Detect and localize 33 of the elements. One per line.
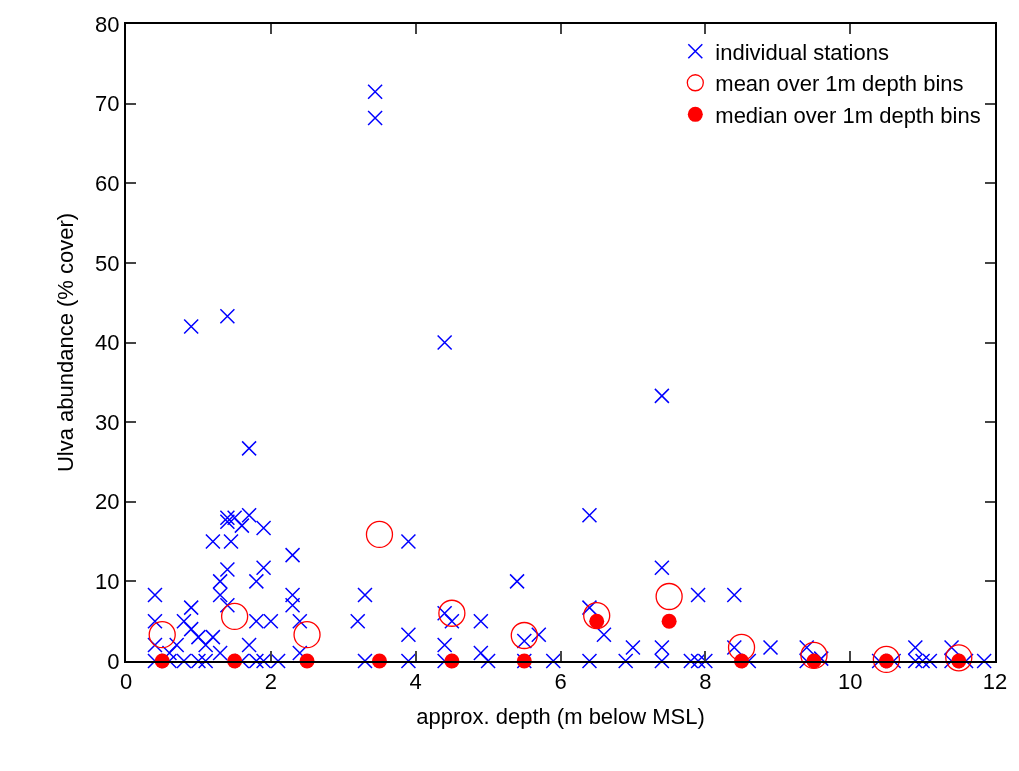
y-axis-title: Ulva abundance (% cover) [53,212,79,473]
legend-label: mean over 1m depth bins [715,71,964,97]
legend-label: median over 1m depth bins [715,102,981,128]
point [220,602,249,631]
point [945,644,973,672]
y-tick-label: 70 [95,91,120,117]
y-tick-label: 40 [95,330,120,356]
x-tick-label: 12 [982,669,1008,695]
point [655,582,683,611]
point [148,621,176,649]
x-tick-label: 10 [837,669,863,695]
point [872,645,901,674]
y-tick-label: 60 [95,170,120,196]
y-tick-label: 30 [95,409,120,435]
point [727,633,756,662]
x-tick-label: 8 [699,669,712,695]
y-tick-label: 10 [95,569,120,595]
point [800,641,828,670]
x-tick-label: 4 [409,669,422,695]
y-tick-label: 50 [95,250,120,276]
x-tick-label: 6 [554,669,567,695]
legend-label: individual stations [715,39,889,65]
point [365,520,394,549]
point [661,613,677,629]
x-tick-label: 2 [264,669,277,695]
point [583,601,611,630]
y-tick-label: 0 [107,648,120,674]
y-tick-label: 20 [95,489,120,515]
point [438,599,466,627]
point [293,621,321,649]
point [510,621,538,650]
x-axis-title: approx. depth (m below MSL) [416,703,705,729]
y-tick-label: 80 [95,11,120,37]
